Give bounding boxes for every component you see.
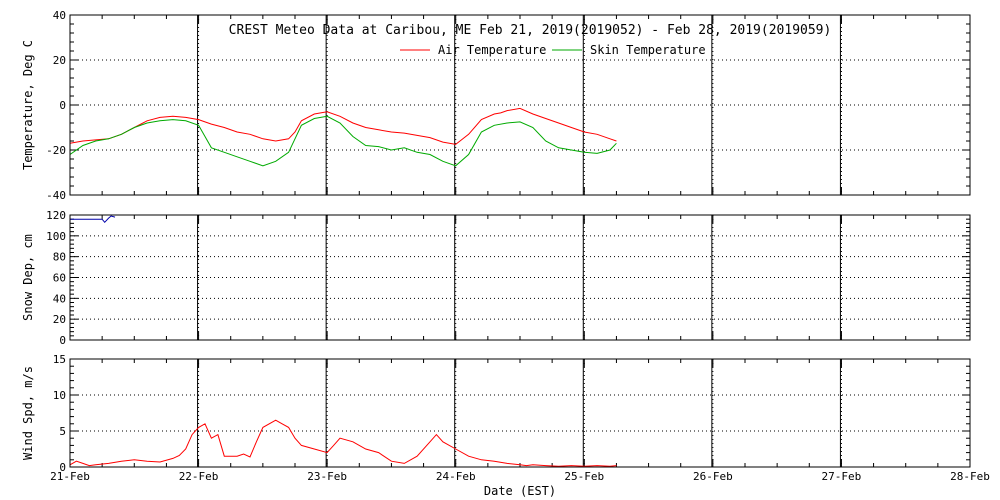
air-temperature-line	[69, 107, 617, 145]
y-tick-label: 80	[53, 251, 66, 264]
y-tick-label: 0	[59, 334, 66, 347]
y-tick-label: 40	[53, 9, 66, 22]
legend-label: Skin Temperature	[590, 43, 706, 57]
y-tick-label: 15	[53, 353, 66, 366]
chart-title: CREST Meteo Data at Caribou, ME Feb 21, …	[229, 23, 832, 38]
y-tick-label: 0	[59, 99, 66, 112]
y-tick-label: 120	[46, 209, 66, 222]
y-tick-label: 60	[53, 272, 66, 285]
y-tick-label: 20	[53, 313, 66, 326]
snow_depth-line	[70, 215, 116, 224]
legend-label: Air Temperature	[438, 43, 546, 57]
x-tick-label: 27-Feb	[822, 470, 862, 483]
snow_depth-panel: 0 20 40 60 80 100 120 Snow Dep, cm	[21, 209, 971, 347]
wind_speed-panel: 0 5 10 15 Wind Spd, m/s 21-Feb 22-Feb 23-Feb 24-…	[21, 353, 990, 483]
x-tick-label: 28-Feb	[950, 470, 990, 483]
plot-frame	[69, 358, 971, 468]
x-tick-label: 26-Feb	[693, 470, 733, 483]
y-axis-title: Wind Spd, m/s	[21, 366, 35, 460]
y-tick-label: 20	[53, 54, 66, 67]
y-axis-title: Temperature, Deg C	[21, 40, 35, 170]
x-tick-label: 25-Feb	[564, 470, 604, 483]
x-tick-label: 21-Feb	[50, 470, 90, 483]
y-tick-label: 100	[46, 230, 66, 243]
y-tick-label: 40	[53, 292, 66, 305]
plot-frame	[69, 214, 971, 341]
y-axis-title: Snow Dep, cm	[21, 234, 35, 321]
x-axis-title: Date (EST)	[484, 484, 556, 498]
x-tick-label: 22-Feb	[179, 470, 219, 483]
y-tick-label: 10	[53, 389, 66, 402]
y-tick-label: 5	[59, 425, 66, 438]
temperature-panel: -40 -20 0 20 40 Temperature, Deg C	[21, 9, 971, 202]
y-tick-label: 0	[59, 461, 66, 474]
x-tick-label: 23-Feb	[307, 470, 347, 483]
y-tick-label: -40	[46, 189, 66, 202]
temperature-legend: Air Temperature Skin Temperature	[400, 43, 706, 57]
skin-temperature-line	[69, 115, 617, 167]
chart-panels: -40 -20 0 20 40 Temperature, Deg C 0 20 40 60 80 10…	[21, 9, 990, 483]
wind_speed-line	[69, 419, 617, 467]
x-tick-label: 24-Feb	[436, 470, 476, 483]
y-tick-label: -20	[46, 144, 66, 157]
plot-frame	[69, 14, 971, 196]
